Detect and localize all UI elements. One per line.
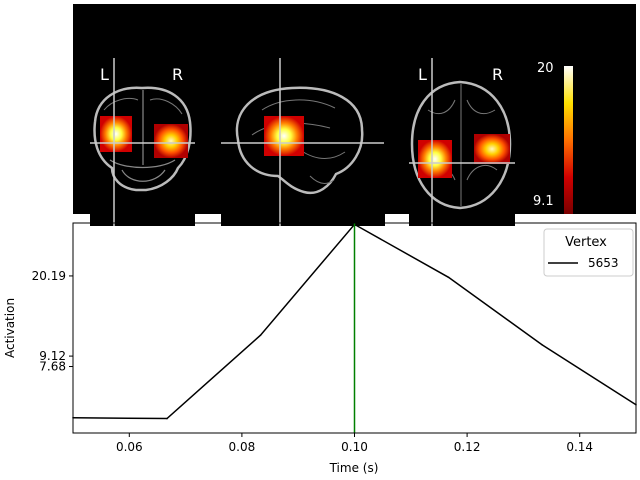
coronal-right-label: R <box>172 65 183 84</box>
axial-blob-left <box>418 140 452 178</box>
sagittal-brain-outline <box>235 86 364 195</box>
data-point-0-5 <box>541 343 543 346</box>
x-tick-label: 0.10 <box>341 440 368 454</box>
legend-entry-label: 5653 <box>588 256 619 270</box>
axial-right-label: R <box>492 65 503 84</box>
colorbar-max-label: 20 <box>537 61 554 76</box>
data-point-0-4 <box>447 276 450 279</box>
x-axis-title: Time (s) <box>329 461 379 475</box>
y-tick-label: 20.19 <box>32 269 66 283</box>
x-tick-label: 0.08 <box>229 440 256 454</box>
y-axis-ticks: 7.689.12 20.19 <box>32 269 73 374</box>
y-tick-label: 9.12 <box>39 349 66 363</box>
coronal-left-label: L <box>100 65 109 84</box>
x-tick-label: 0.06 <box>116 440 143 454</box>
coronal-blob-right <box>154 124 188 158</box>
legend-box <box>543 228 634 277</box>
coronal-brain-outline <box>93 86 192 192</box>
sagittal-view <box>221 58 384 226</box>
x-tick-label: 0.14 <box>566 440 593 454</box>
y-axis-title: Activation <box>3 298 17 358</box>
activation-chart: 0.06 0.08 0.10 0.12 0.14 7.689.12 20.19 Time … <box>3 222 637 475</box>
glass-brain-views: L R L R 20 9.1 <box>73 58 573 226</box>
coronal-view: L R <box>90 58 195 226</box>
colorbar-gradient <box>564 66 573 214</box>
data-point-0-2 <box>259 334 262 337</box>
y-tick-label: 7.68 <box>39 360 66 374</box>
axial-blob-right <box>474 134 510 164</box>
axial-left-label: L <box>418 65 427 84</box>
axial-view: L R <box>409 58 515 226</box>
data-point-0-1 <box>166 417 168 420</box>
sagittal-blob <box>264 116 304 156</box>
colorbar: 20 9.1 <box>533 61 573 214</box>
x-axis-ticks: 0.06 0.08 0.10 0.12 0.14 <box>116 433 593 454</box>
x-tick-label: 0.12 <box>454 440 481 454</box>
legend-title: Vertex <box>565 235 607 250</box>
coronal-blob-left <box>100 116 132 152</box>
colorbar-min-label: 9.1 <box>533 194 554 209</box>
axial-brain-outline <box>410 80 512 210</box>
legend: Vertex 5653 <box>543 228 634 277</box>
